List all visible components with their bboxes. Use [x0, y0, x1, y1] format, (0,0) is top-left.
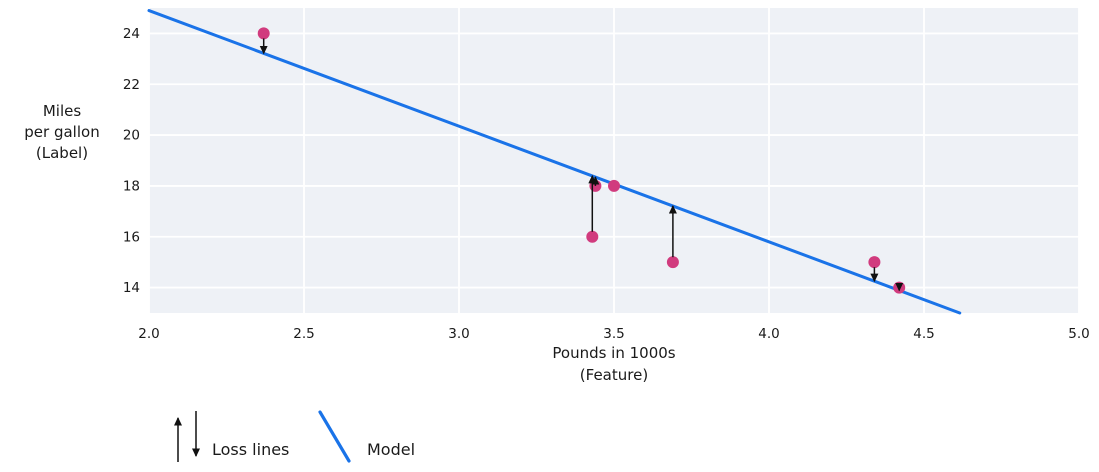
x-tick-label: 2.5 — [293, 326, 314, 342]
data-point — [608, 179, 620, 192]
data-point — [666, 256, 679, 269]
loss-lines-legend-label: Loss lines — [212, 440, 289, 459]
y-tick-label: 24 — [123, 26, 140, 42]
x-tick-label: 3.5 — [603, 326, 624, 342]
x-tick-label: 3.0 — [448, 326, 469, 342]
y-axis-title: Miles per gallon (Label) — [24, 102, 99, 162]
y-tick-label: 14 — [123, 280, 140, 296]
y-tick-label: 16 — [123, 229, 140, 245]
x-axis-title: Pounds in 1000s (Feature) — [552, 344, 675, 384]
x-tick-label: 5.0 — [1068, 326, 1089, 342]
model-legend-label: Model — [367, 440, 415, 459]
x-tick-label: 4.5 — [913, 326, 934, 342]
legend: Loss lines Model — [174, 410, 415, 463]
data-point — [586, 230, 599, 243]
loss-lines-legend-icon — [174, 411, 200, 462]
y-tick-label: 20 — [123, 128, 140, 144]
x-axis-title-line2: (Feature) — [580, 366, 648, 384]
model-line — [147, 9, 962, 315]
x-tick-label: 4.0 — [758, 326, 779, 342]
x-tick-label: 2.0 — [138, 326, 159, 342]
x-axis-title-line1: Pounds in 1000s — [552, 344, 675, 362]
y-tick-label: 22 — [123, 77, 140, 93]
plot-layer: 2.0 2.5 3.0 3.5 4.0 4.5 5.0 14 16 18 20 22 24 — [123, 8, 1090, 342]
y-tick-label: 18 — [123, 178, 140, 194]
y-axis-title-line1: Miles — [43, 102, 82, 120]
model-legend-line-icon — [318, 410, 351, 463]
y-axis-title-line2: per gallon — [24, 123, 99, 141]
data-point — [257, 27, 270, 40]
data-point — [868, 256, 881, 269]
y-axis-title-line3: (Label) — [36, 144, 88, 162]
